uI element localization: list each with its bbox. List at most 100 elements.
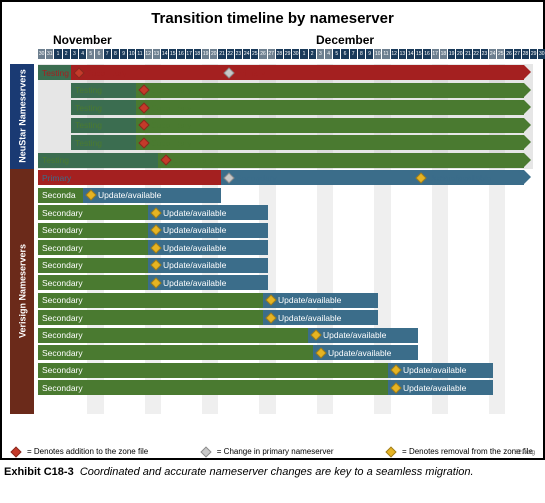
gantt-bar: SecondaryUpdate/available	[38, 310, 378, 325]
segment-label: Update/available	[278, 295, 341, 305]
day-cell: 15	[415, 49, 422, 59]
segment-label: Secondary	[42, 295, 83, 305]
day-cell: 2	[309, 49, 316, 59]
bar-segment: Secondary	[136, 100, 524, 115]
day-cell: 10	[128, 49, 135, 59]
day-cell: 6	[341, 49, 348, 59]
bar-segment: Update/available	[148, 240, 268, 255]
gantt-bar: Secondary Update/available	[38, 293, 378, 308]
bar-segment: Update/available	[308, 328, 418, 343]
caption-label: Exhibit C18-3	[4, 466, 74, 478]
diamond-icon	[160, 154, 171, 165]
segment-label: Seconda	[42, 190, 76, 200]
day-cell: 27	[514, 49, 521, 59]
day-cell: 27	[268, 49, 275, 59]
segment-label: Update/available	[403, 383, 466, 393]
gantt-bar: Testing Secondary	[71, 100, 524, 115]
segment-label: Update/available	[328, 348, 391, 358]
segment-label: Update/available	[278, 313, 341, 323]
bar-segment: Secondary	[38, 223, 148, 238]
day-cell: 9	[120, 49, 127, 59]
diamond-icon	[200, 446, 211, 457]
day-cell: 7	[350, 49, 357, 59]
day-cell: 17	[432, 49, 439, 59]
day-cell: 18	[440, 49, 447, 59]
day-cell: 8	[358, 49, 365, 59]
bar-segment: Update/available	[388, 380, 493, 395]
diamond-icon	[415, 172, 426, 183]
bar-segment: Secondary	[71, 65, 221, 80]
day-cell: 13	[153, 49, 160, 59]
chart-frame: Transition timeline by nameserver Novemb…	[0, 0, 545, 460]
gantt-row: TestingSecondaryPrimary	[38, 65, 533, 81]
segment-label: Testing	[42, 155, 69, 165]
day-cell: 23	[235, 49, 242, 59]
month-axis: NovemberDecember	[38, 33, 537, 49]
segment-label: Update/available	[323, 330, 386, 340]
segment-label: Secondary	[151, 138, 192, 148]
gantt-bar: TestingSecondary	[71, 118, 524, 133]
bar-segment: Seconda	[38, 188, 83, 203]
segment-label: Update/available	[163, 225, 226, 235]
day-cell: 30	[292, 49, 299, 59]
bar-segment: Update/available	[413, 170, 524, 185]
gantt-bar: Seconda Update/available	[38, 188, 221, 203]
day-cell: 31	[46, 49, 53, 59]
segment-label: Update/available	[98, 190, 161, 200]
day-cell: 2	[63, 49, 70, 59]
segment-label: Testing	[75, 138, 102, 148]
gantt-row: SecondaryUpdate/available	[38, 240, 533, 256]
month-label: November	[53, 33, 112, 47]
segment-label: Update/available	[163, 208, 226, 218]
attribution: 829.org	[515, 450, 535, 456]
legend: = Denotes addition to the zone file = Cha…	[12, 447, 533, 456]
segment-label: Testing	[75, 103, 102, 113]
diamond-icon	[150, 242, 161, 253]
diamond-icon	[310, 329, 321, 340]
bar-segment: Secondary	[136, 118, 524, 133]
diamond-icon	[315, 347, 326, 358]
diamond-icon	[265, 312, 276, 323]
gantt-bar: Secondary Update/available	[38, 223, 268, 238]
segment-label: Primary	[42, 173, 71, 183]
gantt-chart: NeuStar NameserversVerisign NameserversT…	[38, 64, 537, 414]
gantt-bar: SecondaryUpdate/available	[38, 258, 268, 273]
gantt-row: SecondaryUpdate/available	[38, 328, 533, 344]
gantt-row: Secondary Update/available	[38, 205, 533, 221]
day-cell: 22	[227, 49, 234, 59]
day-cell: 20	[456, 49, 463, 59]
day-cell: 25	[251, 49, 258, 59]
day-cell: 19	[202, 49, 209, 59]
day-cell: 17	[186, 49, 193, 59]
day-cell: 11	[136, 49, 143, 59]
gantt-row: Testing Secondary	[38, 135, 533, 151]
gantt-row: Seconda Update/available	[38, 188, 533, 204]
diamond-icon	[390, 382, 401, 393]
gantt-row: Testing Secondary	[38, 153, 533, 169]
diamond-icon	[150, 277, 161, 288]
bar-segment: Secondary	[38, 275, 148, 290]
section-label: Verisign Nameservers	[17, 168, 27, 413]
diamond-icon	[85, 189, 96, 200]
day-cell: 21	[464, 49, 471, 59]
legend-text: = Denotes addition to the zone file	[27, 447, 148, 456]
day-cell: 28	[522, 49, 529, 59]
bar-segment: Update/available	[83, 188, 221, 203]
gantt-bar: SecondaryUpdate/available	[38, 363, 493, 378]
caption-text: Coordinated and accurate nameserver chan…	[80, 466, 474, 478]
day-axis: 3031123456789101112131415161718192021222…	[38, 49, 537, 61]
day-cell: 25	[497, 49, 504, 59]
segment-label: Secondary	[151, 103, 192, 113]
bar-segment: Secondary	[38, 345, 313, 360]
segment-label: Secondary	[42, 208, 83, 218]
legend-text: = Change in primary nameserver	[217, 447, 334, 456]
gantt-row: SecondaryUpdate/available	[38, 310, 533, 326]
bar-segment: Testing	[71, 83, 136, 98]
day-cell: 4	[325, 49, 332, 59]
bar-segment: Testing	[71, 135, 136, 150]
bar-segment: Secondary	[158, 153, 524, 168]
gantt-bar: SecondaryUpdate/available	[38, 328, 418, 343]
segment-label: Secondary	[151, 85, 192, 95]
bar-segment: Secondary	[38, 380, 388, 395]
bar-segment: Testing	[38, 153, 158, 168]
